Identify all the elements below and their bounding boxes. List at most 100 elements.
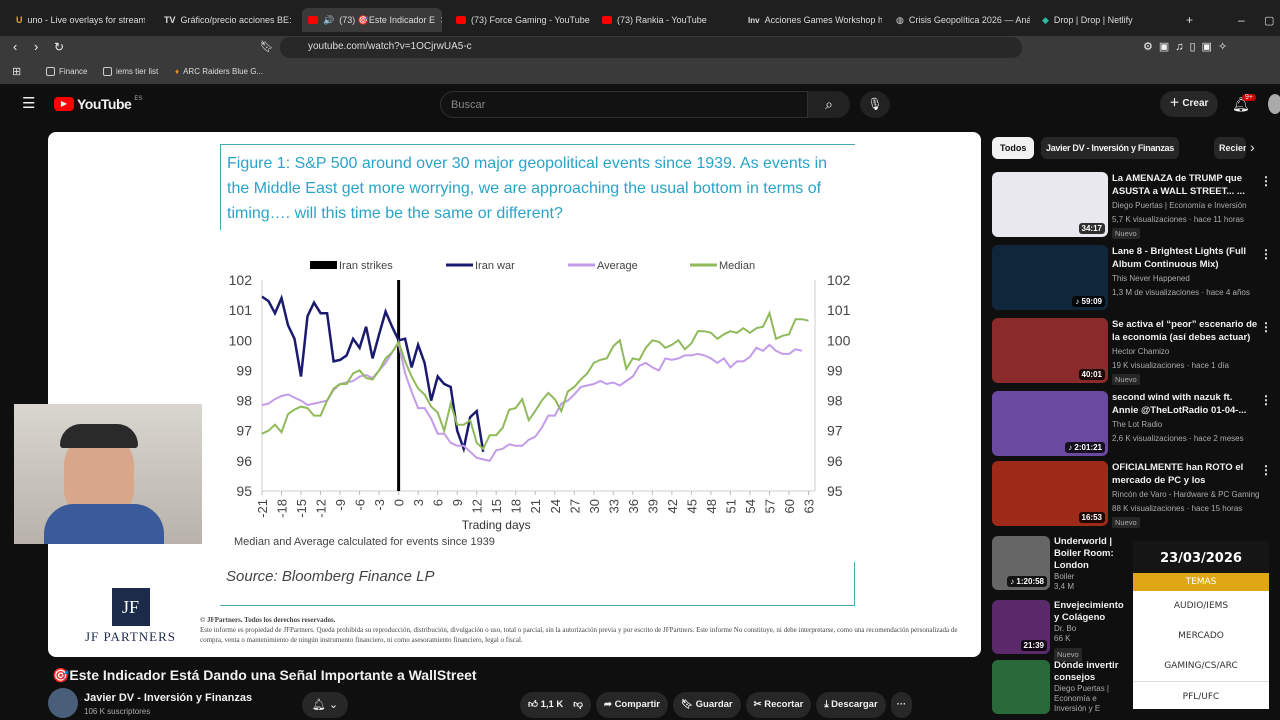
recommendation-item[interactable]: ♪ 2:01:21 second wind with nazuk ft. Ann…	[992, 391, 1272, 457]
x-tick-label: 48	[704, 499, 719, 513]
share-button[interactable]: ➦ Compartir	[595, 692, 668, 718]
reload-icon[interactable]: ↻	[54, 40, 65, 54]
scissors-icon: ✂	[753, 699, 765, 710]
video-thumbnail[interactable]: 21:39	[992, 600, 1050, 654]
new-tab-button[interactable]: +	[1186, 13, 1194, 27]
menu-icon[interactable]: ☰	[22, 95, 36, 112]
bookmark-icon[interactable]: 🔖︎	[260, 41, 274, 53]
rec-meta: 88 K visualizaciones · hace 15 horas	[1112, 504, 1243, 513]
subscription-bell-button[interactable]: 🔔︎ ⌄	[302, 692, 348, 718]
rec-meta: 1,3 M de visualizaciones · hace 4 años	[1112, 288, 1250, 297]
recommendation-item[interactable]: ♪ 59:09 Lane 8 - Brightest Lights (Full …	[992, 245, 1272, 311]
video-thumbnail[interactable]	[992, 660, 1050, 714]
create-button[interactable]: ＋ Crear	[1160, 91, 1218, 117]
rec-meta: 5,7 K visualizaciones · hace 11 horas	[1112, 215, 1244, 224]
recommendation-item[interactable]: 40:01 Se activa el “peor” escenario de l…	[992, 318, 1272, 385]
disclaimer: © JFPartners. Todos los derechos reserva…	[200, 616, 958, 644]
search-input[interactable]: Buscar	[440, 91, 808, 118]
rec-text: Underworld | Boiler Room: London Boiler …	[1054, 536, 1124, 592]
more-vert-icon[interactable]: ⋮	[1260, 247, 1272, 261]
rec-title[interactable]: La AMENAZA de TRUMP que ASUSTA a WALL ST…	[1112, 173, 1245, 197]
x-tick-label: -6	[353, 499, 368, 511]
tradingview-icon: TV	[164, 15, 176, 25]
y-tick-label-right: 101	[827, 302, 851, 318]
channel-avatar[interactable]	[48, 688, 78, 718]
rec-title[interactable]: OFICIALMENTE han ROTO el mercado de PC y…	[1112, 462, 1244, 486]
tab[interactable]: ◆ Drop | Drop | Netlify	[1042, 14, 1133, 26]
duration-badge: 16:53	[1078, 512, 1105, 523]
chevron-right-icon[interactable]: ›	[1250, 139, 1255, 155]
thumbs-up-icon: 👍︎	[528, 699, 541, 710]
u-icon: U	[16, 15, 23, 25]
x-tick-label: 15	[489, 499, 504, 513]
rec-title[interactable]: Lane 8 - Brightest Lights (Full Album Co…	[1112, 246, 1247, 270]
chip-todos[interactable]: Todos	[992, 137, 1035, 159]
close-icon[interactable]: ✕	[440, 15, 442, 26]
clip-button[interactable]: ✂ Recortar	[745, 692, 812, 718]
channel-name[interactable]: Javier DV - Inversión y Finanzas	[84, 692, 253, 704]
more-button[interactable]: ···	[890, 692, 913, 718]
video-thumbnail[interactable]: ♪ 1:20:58	[992, 536, 1050, 590]
y-tick-label-left: 102	[229, 272, 253, 288]
save-button[interactable]: 🔖︎ Guardar	[672, 692, 741, 718]
rec-title[interactable]: second wind with nazuk ft. Annie @TheLot…	[1112, 392, 1247, 416]
rec-title[interactable]: Underworld | Boiler Room: London	[1054, 536, 1114, 571]
more-vert-icon[interactable]: ⋮	[1260, 393, 1272, 407]
search-button[interactable]: ⌕	[808, 91, 850, 118]
video-thumbnail[interactable]: 34:17	[992, 172, 1108, 237]
chip-recientes[interactable]: Recientes	[1214, 137, 1246, 159]
bell-icon: 🔔︎ ⌄	[311, 699, 339, 711]
rec-title[interactable]: Se activa el “peor” escenario de la econ…	[1112, 319, 1258, 343]
avatar[interactable]	[1268, 94, 1280, 114]
address-bar[interactable]: youtube.com/watch?v=1OCjrwUA5-c	[280, 37, 1022, 58]
video-thumbnail[interactable]: ♪ 2:01:21	[992, 391, 1108, 456]
apps-icon[interactable]: ⊞	[12, 66, 22, 78]
tab[interactable]: (73) Rankia - YouTube	[596, 8, 736, 32]
minimize-icon[interactable]: –	[1238, 13, 1245, 27]
overlay-item: PFL/UFC	[1133, 681, 1269, 711]
video-thumbnail[interactable]: 16:53	[992, 461, 1108, 526]
y-tick-label-left: 99	[236, 362, 252, 378]
video-thumbnail[interactable]: 40:01	[992, 318, 1108, 383]
legend-label: Median	[719, 260, 755, 272]
more-vert-icon[interactable]: ⋮	[1260, 463, 1272, 477]
overlay-item: AUDIO/IEMS	[1173, 601, 1229, 611]
speaker-icon: 🔊	[323, 14, 335, 25]
video-thumbnail[interactable]: ♪ 59:09	[992, 245, 1108, 310]
video-player[interactable]: Figure 1: S&P 500 around over 30 major g…	[48, 132, 981, 657]
back-icon[interactable]: ‹	[13, 39, 18, 54]
chip-channel[interactable]: Javier DV - Inversión y Finanzas	[1041, 137, 1179, 159]
investing-icon: Inv	[748, 15, 760, 25]
tab[interactable]: Inv Acciones Games Workshop ho	[748, 15, 882, 25]
forward-icon[interactable]: ›	[34, 39, 39, 54]
y-tick-label-left: 97	[236, 423, 252, 439]
rec-title[interactable]: Envejecimiento y Colágeno	[1054, 600, 1124, 623]
maximize-icon[interactable]: ▢	[1264, 14, 1275, 27]
bookmark-finance[interactable]: Finance	[46, 67, 87, 76]
bookmark-arc[interactable]: ♦ ARC Raiders Blue G...	[175, 67, 264, 76]
youtube-logo[interactable]: ▶ YouTube ES	[54, 96, 142, 112]
thumbs-down-icon[interactable]: 👎︎	[573, 699, 583, 710]
tab[interactable]: ◍ Crisis Geopolítica 2026 — Anál	[896, 14, 1030, 26]
download-button[interactable]: ⤓ Descargar	[816, 692, 886, 718]
bookmark-iems[interactable]: iems tier list	[103, 67, 158, 76]
x-tick-label: 39	[645, 499, 660, 513]
duration-badge: 40:01	[1078, 369, 1105, 380]
youtube-icon	[308, 16, 318, 24]
tab-active[interactable]: 🔊(73) 🎯Este Indicador E✕	[302, 8, 442, 32]
series-line-median	[261, 310, 809, 451]
duration-badge: ♪ 1:20:58	[1007, 576, 1047, 587]
tab[interactable]: (73) Force Gaming - YouTube	[450, 8, 590, 32]
overlay-header: TEMAS	[1133, 573, 1269, 591]
recommendation-item[interactable]: 16:53 OFICIALMENTE han ROTO el mercado d…	[992, 461, 1272, 528]
extensions-icon[interactable]: ⚙▣♫▯▣✧	[1143, 41, 1234, 53]
rec-title[interactable]: Dónde invertir consejos	[1054, 660, 1119, 683]
more-vert-icon[interactable]: ⋮	[1260, 320, 1272, 334]
like-dislike-button[interactable]: 👍︎ 1,1 K 👎︎	[520, 692, 591, 718]
recommendation-item[interactable]: 34:17 La AMENAZA de TRUMP que ASUSTA a W…	[992, 172, 1272, 239]
voice-search-button[interactable]: 🎙︎	[860, 91, 890, 118]
video-actions: 👍︎ 1,1 K 👎︎ ➦ Compartir 🔖︎ Guardar ✂ Reco…	[520, 692, 913, 718]
more-vert-icon[interactable]: ⋮	[1260, 174, 1272, 188]
